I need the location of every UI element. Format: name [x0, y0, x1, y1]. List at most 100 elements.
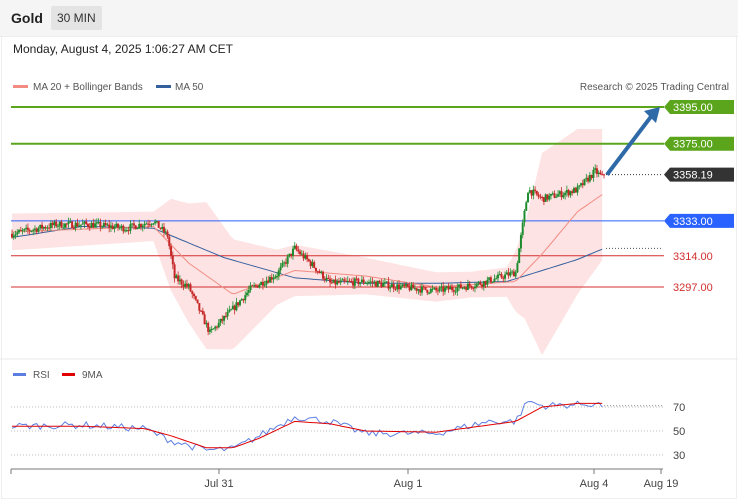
candle-body: [69, 221, 72, 223]
candle-body: [299, 251, 302, 255]
candle-body: [535, 190, 538, 195]
candle-body: [201, 310, 204, 315]
level-label-3314.00: 3314.00: [673, 251, 713, 263]
candle-body: [415, 288, 418, 291]
candle-body: [28, 229, 31, 231]
candle-body: [398, 284, 401, 290]
candle-body: [101, 226, 104, 228]
level-label-3333.00: 3333.00: [673, 216, 713, 228]
candle-body: [344, 280, 347, 282]
candle-body: [443, 287, 446, 292]
candle-body: [571, 191, 574, 193]
candle-body: [198, 303, 201, 311]
ma50-legend-label: MA 50: [175, 82, 204, 93]
level-label-3395.00: 3395.00: [673, 102, 713, 114]
candle-body: [157, 220, 160, 228]
ma9-legend-swatch: [62, 373, 75, 376]
candle-body: [375, 281, 378, 287]
candle-body: [265, 280, 268, 285]
candle-body: [436, 290, 439, 292]
candle-body: [214, 326, 217, 329]
forecast-arrow-head: [644, 107, 660, 123]
x-axis-ticks: Jul 31 Aug 1 Aug 4 Aug 19: [10, 469, 679, 490]
candle-body: [39, 224, 42, 229]
candle-body: [353, 278, 356, 286]
candle-body: [290, 253, 293, 256]
candle-body: [581, 183, 584, 186]
candle-body: [221, 318, 224, 321]
candle-body: [373, 281, 376, 283]
candle-body: [507, 272, 510, 276]
candle-body: [592, 169, 595, 179]
candle-body: [44, 227, 47, 229]
candle-body: [26, 227, 29, 230]
candle-body: [205, 322, 208, 325]
candle-body: [53, 221, 56, 226]
candle-body: [56, 225, 59, 227]
candle-body: [30, 230, 33, 232]
candle-body: [168, 236, 171, 247]
candle-body: [544, 194, 547, 202]
candle-body: [360, 279, 363, 283]
candle-body: [235, 302, 238, 311]
candle-body: [551, 193, 554, 195]
candle-body: [534, 189, 537, 191]
candle-body: [451, 287, 454, 290]
candle-body: [366, 282, 369, 284]
candle-body: [16, 232, 19, 235]
candle-body: [541, 197, 544, 199]
candle-body: [537, 194, 540, 197]
candle-body: [304, 255, 307, 259]
candle-body: [325, 277, 328, 281]
candle-body: [249, 285, 252, 291]
candle-body: [261, 281, 264, 286]
candle-body: [364, 282, 367, 284]
candle-body: [48, 227, 51, 229]
candle-body: [580, 183, 583, 186]
candle-body: [161, 226, 164, 229]
candle-body: [420, 286, 423, 293]
candle-body: [219, 318, 222, 323]
candle-body: [504, 274, 507, 279]
candle-body: [90, 222, 93, 228]
candle-body: [514, 272, 517, 277]
candle-body: [217, 322, 220, 328]
candle-body: [383, 282, 386, 284]
candle-body: [530, 190, 533, 196]
candle-body: [484, 281, 487, 285]
candle-body: [401, 284, 404, 287]
candle-body: [242, 299, 245, 301]
candle-body: [601, 174, 604, 176]
candle-body: [392, 284, 395, 289]
candle-body: [178, 279, 181, 282]
candle-body: [72, 228, 75, 230]
candle-body: [295, 245, 298, 250]
candle-body: [311, 262, 314, 267]
candle-body: [173, 264, 176, 279]
candle-body: [532, 189, 535, 196]
candle-body: [378, 280, 381, 283]
level-tag-3395.00: [664, 100, 734, 114]
candle-body: [210, 329, 213, 331]
timeframe-button[interactable]: 30 MIN: [51, 6, 102, 30]
candle-body: [560, 191, 563, 198]
candle-body: [470, 285, 473, 288]
candle-body: [238, 300, 241, 306]
candle-body: [92, 222, 95, 228]
x-tick-label: Aug 19: [644, 478, 679, 490]
candle-body: [65, 223, 68, 225]
candle-body: [74, 222, 77, 229]
ma20-line: [11, 194, 603, 295]
rsi-line: [11, 400, 603, 452]
candle-body: [572, 188, 575, 193]
candle-body: [233, 305, 236, 311]
candle-body: [473, 286, 476, 289]
candle-body: [297, 249, 300, 252]
candle-body: [346, 280, 349, 282]
candle-body: [23, 228, 26, 231]
candle-body: [433, 287, 436, 289]
candle-body: [109, 225, 112, 228]
candle-body: [323, 278, 326, 281]
candle-body: [472, 287, 475, 289]
candle-body: [587, 177, 590, 182]
